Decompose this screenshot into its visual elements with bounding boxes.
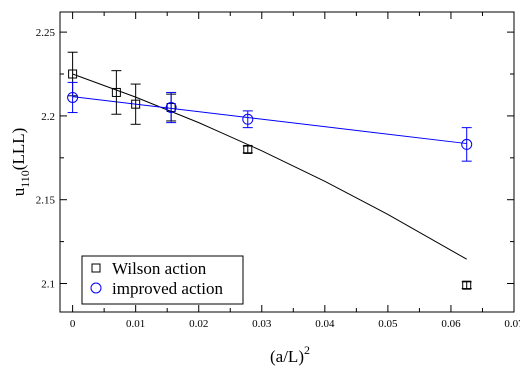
data-point-circle xyxy=(242,113,254,125)
legend: Wilson action improved action xyxy=(81,255,244,305)
data-marks xyxy=(67,51,473,290)
y-axis-title: u110(LLL) xyxy=(9,128,32,197)
y-tick-label: 2.2 xyxy=(41,111,55,123)
data-point-square xyxy=(462,280,472,290)
x-tick-label: 0.01 xyxy=(126,318,145,330)
data-point-square xyxy=(131,99,141,109)
y-tick-label: 2.15 xyxy=(36,195,56,207)
x-tick-label: 0 xyxy=(70,318,76,330)
legend-square-marker xyxy=(91,263,101,273)
data-point-circle xyxy=(461,138,473,150)
x-tick-label: 0.02 xyxy=(189,318,208,330)
axis-ticks: 0 0.01 0.02 0.03 0.04 0.05 0.06 0.07 2.1 2.15 2.2 2… xyxy=(36,12,520,330)
plot-frame xyxy=(59,11,515,313)
legend-circle-marker xyxy=(90,282,102,294)
data-point-circle xyxy=(67,91,79,103)
x-tick-label: 0.06 xyxy=(441,318,461,330)
x-tick-label: 0.04 xyxy=(315,318,335,330)
y-tick-label: 2.1 xyxy=(41,279,55,291)
y-tick-label: 2.25 xyxy=(36,27,56,39)
data-point-square xyxy=(111,87,121,97)
data-point-circle xyxy=(165,102,177,114)
legend-box xyxy=(81,255,244,305)
x-tick-label: 0.03 xyxy=(252,318,272,330)
x-tick-label: 0.07 xyxy=(504,318,520,330)
data-point-square xyxy=(68,69,78,79)
x-tick-label: 0.05 xyxy=(378,318,398,330)
fit-curve-1 xyxy=(72,96,467,145)
legend-label-improved: improved action xyxy=(112,279,223,298)
legend-label-wilson: Wilson action xyxy=(112,259,207,278)
x-axis-title: (a/L)2 xyxy=(270,343,310,366)
data-point-square xyxy=(243,144,253,154)
